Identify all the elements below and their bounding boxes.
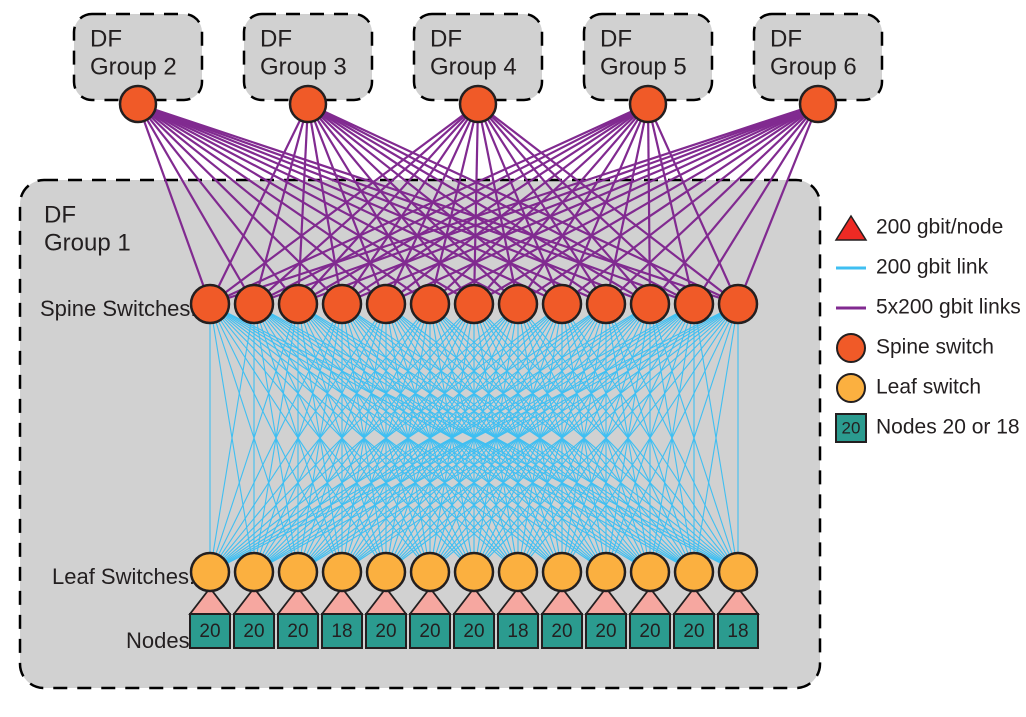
spine-switch-6 [455,285,493,323]
df-group-6-label-1: DF [770,25,802,52]
df-group-6-label-2: Group 6 [770,53,857,80]
network-diagram: DFGroup 2DFGroup 3DFGroup 4DFGroup 5DFGr… [0,0,1026,717]
node-count-6: 20 [463,621,484,642]
node-count-10: 20 [639,621,660,642]
node-count-4: 20 [375,621,396,642]
leaf-switch-7 [499,553,537,591]
node-count-5: 20 [419,621,440,642]
leaf-switch-12 [719,553,757,591]
df-group-5-label-1: DF [600,25,632,52]
legend-text-3: Spine switch [876,336,994,359]
spine-switch-1 [235,285,273,323]
legend-text-5: Nodes 20 or 18 [876,416,1020,439]
legend-leaf-icon [837,374,865,402]
leaf-switch-3 [323,553,361,591]
node-count-1: 20 [243,621,264,642]
df-group-6-spine [800,86,836,122]
df-group-4-spine [460,86,496,122]
df-group-3-spine [290,86,326,122]
df-group-1-label-1: DF [44,201,76,228]
spine-switch-5 [411,285,449,323]
spine-switches-label: Spine Switches: [40,296,197,321]
legend-spine-icon [837,334,865,362]
legend-text-2: 5x200 gbit links [876,296,1021,319]
df-group-4-label-1: DF [430,25,462,52]
spine-switch-0 [191,285,229,323]
leaf-switch-1 [235,553,273,591]
node-count-2: 20 [287,621,308,642]
df-group-5-label-2: Group 5 [600,53,687,80]
node-count-0: 20 [199,621,220,642]
leaf-switch-0 [191,553,229,591]
legend-node-icon-text: 20 [842,418,861,437]
leaf-switches-label: Leaf Switches: [52,564,195,589]
legend-triangle-icon [836,216,866,240]
spine-switch-4 [367,285,405,323]
node-count-9: 20 [595,621,616,642]
nodes-label: Nodes: [126,628,196,653]
leaf-switch-10 [631,553,669,591]
spine-switch-9 [587,285,625,323]
df-group-3-label-2: Group 3 [260,53,347,80]
spine-switch-3 [323,285,361,323]
node-count-8: 20 [551,621,572,642]
legend-text-4: Leaf switch [876,376,981,399]
df-group-3-label-1: DF [260,25,292,52]
leaf-switch-4 [367,553,405,591]
leaf-switch-6 [455,553,493,591]
df-group-1-label-2: Group 1 [44,229,131,256]
df-group-4-label-2: Group 4 [430,53,517,80]
node-count-7: 18 [507,621,528,642]
spine-switch-2 [279,285,317,323]
node-count-3: 18 [331,621,352,642]
leaf-switch-2 [279,553,317,591]
leaf-switch-8 [543,553,581,591]
legend-text-0: 200 gbit/node [876,216,1003,239]
df-group-2-label-1: DF [90,25,122,52]
leaf-switch-5 [411,553,449,591]
spine-switch-10 [631,285,669,323]
df-group-2-spine [120,86,156,122]
node-count-11: 20 [683,621,704,642]
spine-switch-7 [499,285,537,323]
df-group-2-label-2: Group 2 [90,53,177,80]
leaf-switch-9 [587,553,625,591]
df-group-5-spine [630,86,666,122]
legend-text-1: 200 gbit link [876,256,989,279]
spine-switch-8 [543,285,581,323]
spine-switch-11 [675,285,713,323]
spine-switch-12 [719,285,757,323]
leaf-switch-11 [675,553,713,591]
node-count-12: 18 [727,621,748,642]
